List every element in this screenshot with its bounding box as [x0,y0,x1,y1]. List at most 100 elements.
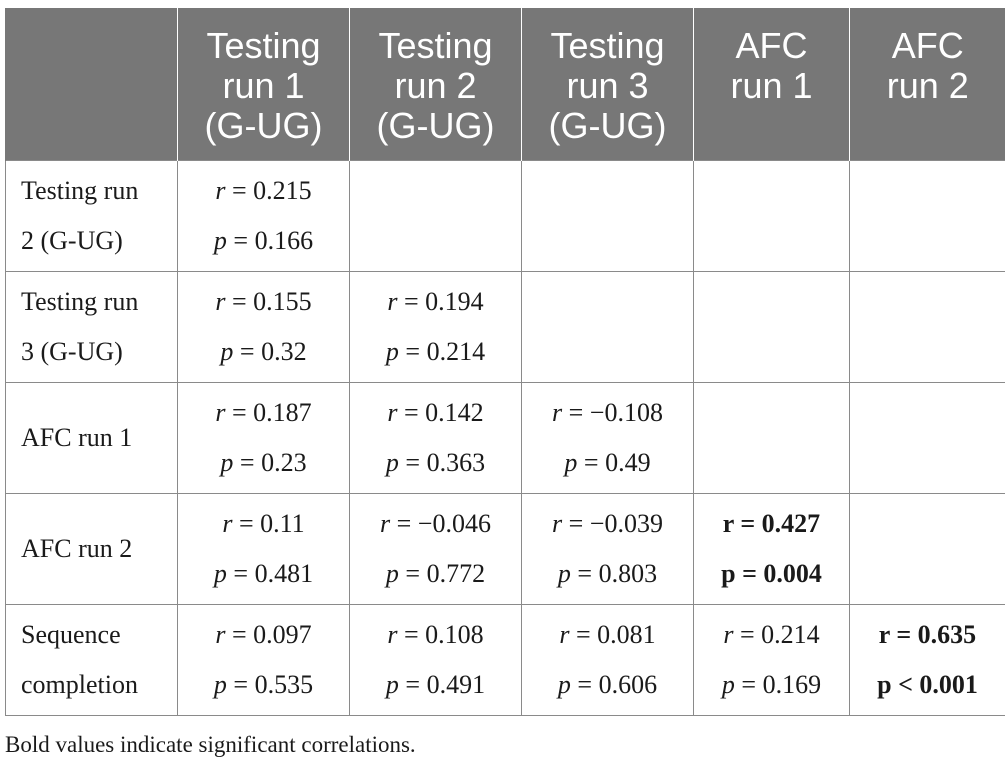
correlation-cell: r = 0.194 p = 0.214 [349,271,522,383]
correlation-cell: r = 0.097 p = 0.535 [177,604,350,716]
row-label: Testing run 2 (G-UG) [5,160,178,272]
r-value: r = 0.214 [723,620,820,649]
header-cell-corner [5,8,178,161]
r-value: r = −0.108 [552,398,663,427]
p-value: p = 0.004 [721,559,822,588]
correlation-cell: r = 0.081 p = 0.606 [521,604,694,716]
empty-cell [693,271,850,383]
column-header-line: Testing [206,25,321,66]
p-value: p = 0.23 [220,448,307,477]
p-value: p = 0.803 [557,559,658,588]
table-row: Testing run 2 (G-UG) r = 0.215 p = 0.166 [5,160,1005,272]
correlation-cell: r = 0.11 p = 0.481 [177,493,350,605]
empty-cell [693,160,850,272]
r-value: r = 0.215 [215,176,312,205]
correlation-cell: r = 0.635 p < 0.001 [849,604,1005,716]
empty-cell [849,160,1005,272]
row-label-line: 2 (G-UG) [21,226,123,255]
row-label: Testing run 3 (G-UG) [5,271,178,383]
column-header-line: run 2 [886,65,969,106]
empty-cell [693,382,850,494]
r-value: r = 0.187 [215,398,312,427]
r-value: r = 0.155 [215,287,312,316]
correlation-cell: r = 0.214 p = 0.169 [693,604,850,716]
row-label-line: AFC run 1 [21,423,133,452]
empty-cell [349,160,522,272]
column-header-line: AFC [735,25,808,66]
row-label: Sequence completion [5,604,178,716]
table-row: AFC run 1 r = 0.187 p = 0.23 r = 0.142 p = 0… [5,382,1005,494]
column-header-line: AFC [891,25,964,66]
table-header: Testing run 1 (G-UG) Testing run 2 (G-UG) Test… [5,8,1005,161]
r-value: r = 0.097 [215,620,312,649]
row-label-line: 3 (G-UG) [21,337,123,366]
column-header-line: Testing [550,25,665,66]
column-header-line [10,26,173,66]
r-value: r = 0.11 [222,509,305,538]
table-row: Testing run 3 (G-UG) r = 0.155 p = 0.32 r = … [5,271,1005,383]
column-header: AFC run 1 [693,8,850,161]
r-value: r = 0.108 [387,620,484,649]
column-header-line: Testing [378,25,493,66]
correlation-cell: r = −0.108 p = 0.49 [521,382,694,494]
r-value: r = 0.427 [722,509,821,538]
correlation-cell: r = −0.039 p = 0.803 [521,493,694,605]
column-header-line [854,106,1002,146]
r-value: r = 0.635 [878,620,977,649]
r-value: r = 0.194 [387,287,484,316]
table-body: Testing run 2 (G-UG) r = 0.215 p = 0.166 Tes… [5,160,1005,716]
empty-cell [521,271,694,383]
r-value: r = −0.039 [552,509,663,538]
correlation-cell: r = 0.215 p = 0.166 [177,160,350,272]
p-value: p = 0.169 [721,670,822,699]
row-label: AFC run 1 [5,382,178,494]
row-label-line: Testing run [21,287,139,316]
column-header: Testing run 1 (G-UG) [177,8,350,161]
r-value: r = 0.142 [387,398,484,427]
r-value: r = −0.046 [380,509,491,538]
table-row: Sequence completion r = 0.097 p = 0.535 r = … [5,604,1005,716]
correlation-cell: r = 0.108 p = 0.491 [349,604,522,716]
column-header-line: run 1 [730,65,813,106]
column-header-line [10,106,173,146]
empty-cell [521,160,694,272]
correlation-cell: r = 0.427 p = 0.004 [693,493,850,605]
table-footnote: Bold values indicate significant correla… [5,732,416,757]
row-label-line: AFC run 2 [21,534,133,563]
p-value: p = 0.32 [220,337,307,366]
r-value: r = 0.081 [559,620,656,649]
correlation-table: Testing run 1 (G-UG) Testing run 2 (G-UG) Test… [5,8,1005,716]
table-row: AFC run 2 r = 0.11 p = 0.481 r = −0.046 p = … [5,493,1005,605]
column-header-line: run 1 [222,65,305,106]
correlation-cell: r = 0.155 p = 0.32 [177,271,350,383]
empty-cell [849,271,1005,383]
p-value: p < 0.001 [877,670,978,699]
column-header-line: run 3 [566,65,649,106]
p-value: p = 0.535 [213,670,314,699]
column-header: AFC run 2 [849,8,1005,161]
correlation-cell: r = −0.046 p = 0.772 [349,493,522,605]
column-header: Testing run 3 (G-UG) [521,8,694,161]
p-value: p = 0.772 [385,559,486,588]
header-row: Testing run 1 (G-UG) Testing run 2 (G-UG) Test… [5,8,1005,161]
row-label-line: Testing run [21,176,139,205]
correlation-cell: r = 0.142 p = 0.363 [349,382,522,494]
empty-cell [849,382,1005,494]
row-label: AFC run 2 [5,493,178,605]
correlation-cell: r = 0.187 p = 0.23 [177,382,350,494]
column-header-line: (G-UG) [204,105,323,146]
p-value: p = 0.166 [213,226,314,255]
column-header-line: run 2 [394,65,477,106]
column-header: Testing run 2 (G-UG) [349,8,522,161]
row-label-line: Sequence [21,620,121,649]
p-value: p = 0.49 [564,448,651,477]
p-value: p = 0.606 [557,670,658,699]
p-value: p = 0.214 [385,337,486,366]
column-header-line [10,66,173,106]
column-header-line [698,106,845,146]
empty-cell [849,493,1005,605]
p-value: p = 0.363 [385,448,486,477]
p-value: p = 0.491 [385,670,486,699]
row-label-line: completion [21,670,138,699]
column-header-line: (G-UG) [376,105,495,146]
